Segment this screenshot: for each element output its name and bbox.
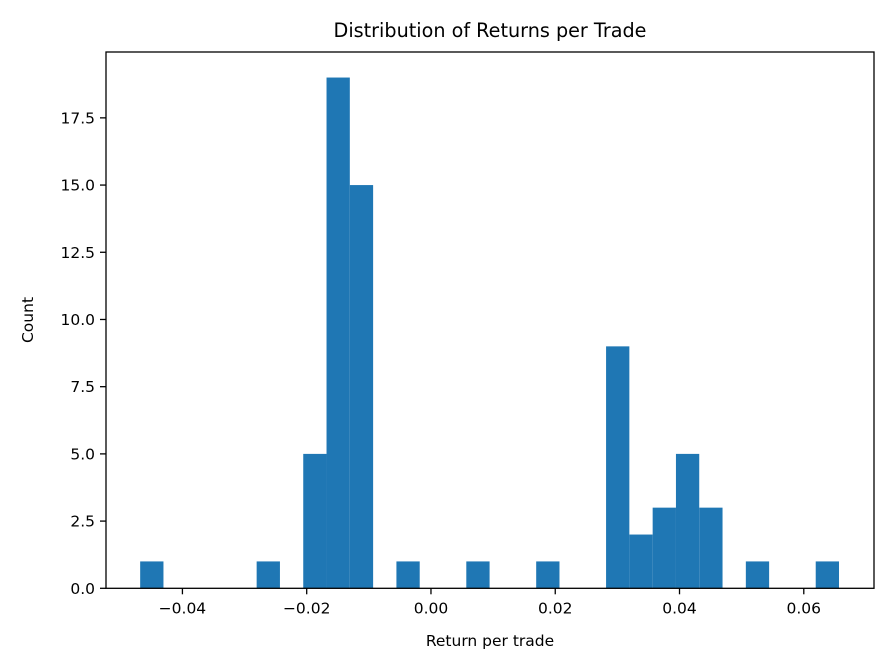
x-axis-label: Return per trade: [425, 632, 555, 650]
x-tick-label: 0.04: [662, 599, 697, 617]
y-tick-label: 15.0: [60, 177, 95, 195]
y-tick-label: 17.5: [60, 109, 95, 127]
histogram-bar: [326, 77, 350, 589]
histogram-bar: [652, 507, 676, 589]
histogram-bar: [815, 561, 840, 589]
x-tick-label: 0.06: [787, 599, 822, 617]
y-tick-label: 2.5: [70, 513, 95, 531]
histogram-bar: [745, 561, 770, 589]
y-tick-label: 0.0: [70, 580, 95, 598]
histogram-bar: [303, 453, 327, 589]
x-tick-label: −0.02: [283, 599, 331, 617]
histogram-bar: [629, 534, 653, 589]
y-tick-label: 10.0: [60, 311, 95, 329]
histogram-bar: [606, 346, 630, 589]
plot-border: [105, 51, 875, 589]
histogram-bar: [140, 561, 164, 589]
histogram-bar: [699, 507, 723, 589]
histogram-bar: [536, 561, 560, 589]
x-tick-label: 0.02: [538, 599, 573, 617]
histogram-bar: [466, 561, 490, 589]
y-axis-label: Count: [19, 296, 37, 344]
histogram-bar: [396, 561, 420, 589]
chart-title: Distribution of Returns per Trade: [333, 19, 647, 42]
histogram-bar: [256, 561, 280, 589]
x-tick-label: −0.04: [159, 599, 207, 617]
y-tick-label: 5.0: [70, 445, 95, 463]
histogram-bar: [675, 453, 700, 589]
x-tick-label: 0.00: [414, 599, 449, 617]
histogram-bar: [349, 185, 374, 589]
y-tick-label: 12.5: [60, 244, 95, 262]
y-tick-label: 7.5: [70, 378, 95, 396]
